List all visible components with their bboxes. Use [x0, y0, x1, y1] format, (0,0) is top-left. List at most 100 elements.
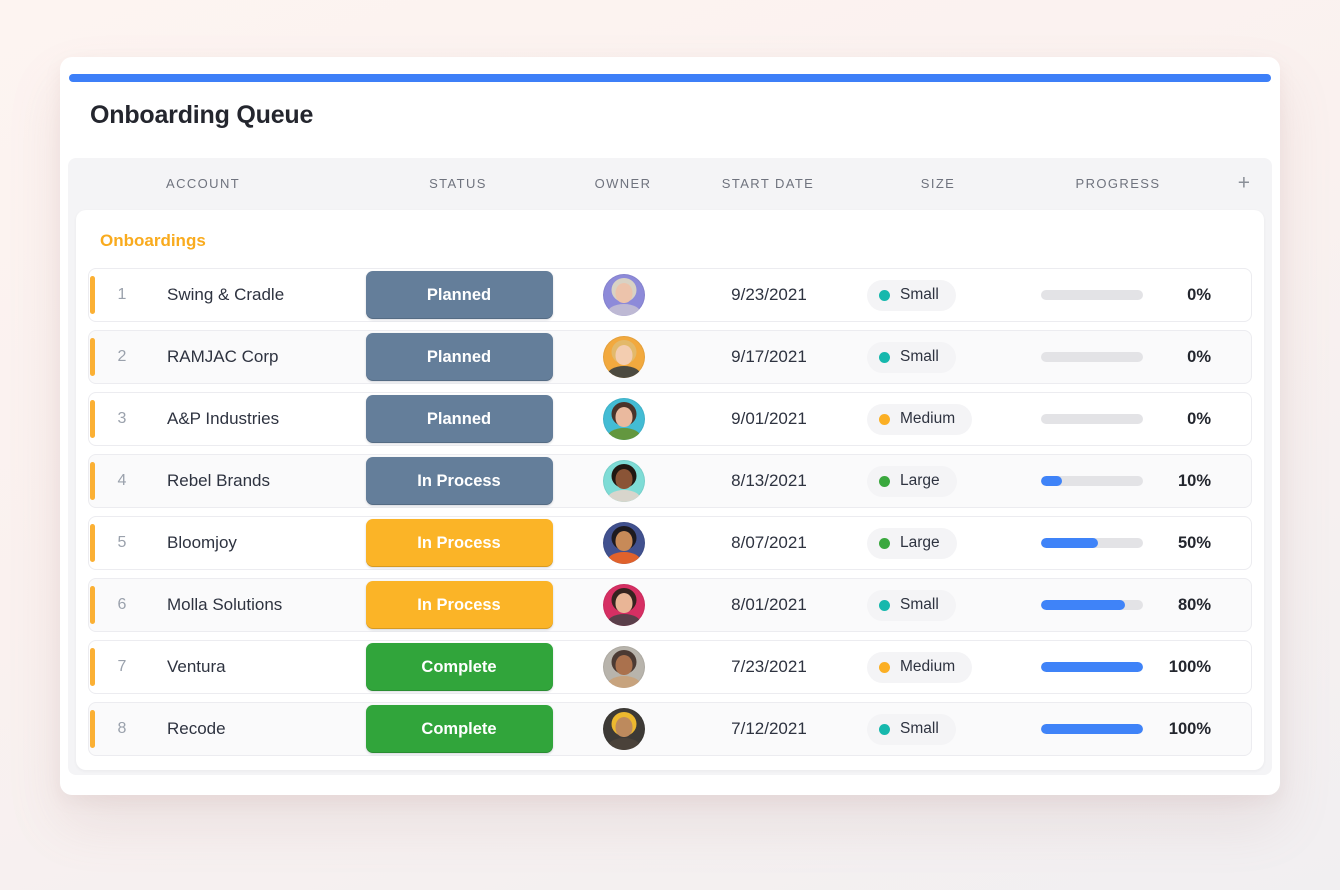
owner-avatar[interactable]	[603, 708, 645, 750]
avatar-face	[615, 283, 633, 303]
progress-percent: 100%	[1168, 657, 1211, 676]
column-header-start-date[interactable]: START DATE	[721, 175, 815, 191]
progress-percent: 100%	[1168, 719, 1211, 738]
progress-fill	[1041, 476, 1063, 486]
size-label: Small	[900, 596, 939, 613]
status-badge[interactable]: Planned	[365, 395, 553, 443]
start-date[interactable]: 9/17/2021	[731, 347, 807, 366]
table-row[interactable]: 7 Ventura Complete 7/23/2021 Medium 100%	[88, 640, 1252, 694]
row-accent-bar	[90, 710, 95, 748]
size-dot-icon	[879, 351, 890, 363]
page-title: Onboarding Queue	[90, 101, 314, 129]
avatar-face	[615, 655, 633, 675]
account-name: RAMJAC Corp	[167, 347, 279, 366]
status-badge[interactable]: In Process	[365, 519, 553, 567]
progress-bar	[1041, 538, 1143, 548]
status-badge[interactable]: Planned	[365, 333, 553, 381]
owner-avatar[interactable]	[603, 336, 645, 378]
account-name: A&P Industries	[167, 409, 280, 428]
status-badge[interactable]: In Process	[365, 581, 553, 629]
column-header-size[interactable]: SIZE	[920, 175, 956, 191]
onboarding-queue-card: Onboarding Queue ACCOUNT STATUS OWNER ST…	[60, 57, 1280, 795]
size-label: Small	[900, 720, 939, 737]
status-badge[interactable]: Complete	[365, 705, 553, 753]
column-header-owner[interactable]: OWNER	[594, 175, 652, 191]
start-date[interactable]: 8/01/2021	[731, 595, 807, 614]
start-date[interactable]: 7/12/2021	[731, 719, 807, 738]
card-accent-bar	[69, 74, 1271, 82]
owner-avatar[interactable]	[603, 274, 645, 316]
size-label: Medium	[900, 410, 956, 427]
start-date[interactable]: 7/23/2021	[731, 657, 807, 676]
rows-container: 1 Swing & Cradle Planned 9/23/2021 Small…	[76, 252, 1264, 768]
avatar-shoulders	[607, 738, 641, 750]
table-row[interactable]: 2 RAMJAC Corp Planned 9/17/2021 Small 0%	[88, 330, 1252, 384]
progress-percent: 50%	[1177, 533, 1211, 552]
size-pill[interactable]: Medium	[867, 403, 973, 435]
column-header-progress[interactable]: PROGRESS	[1075, 175, 1161, 191]
column-header-status[interactable]: STATUS	[429, 175, 487, 191]
size-pill[interactable]: Large	[867, 465, 957, 497]
size-dot-icon	[879, 661, 890, 673]
progress-fill	[1041, 724, 1143, 734]
size-label: Large	[900, 472, 940, 489]
avatar-shoulders	[607, 428, 641, 440]
avatar-shoulders	[607, 366, 641, 378]
avatar-face	[615, 531, 633, 551]
size-pill[interactable]: Small	[867, 341, 956, 373]
table-row[interactable]: 4 Rebel Brands In Process 8/13/2021 Larg…	[88, 454, 1252, 508]
size-dot-icon	[879, 475, 890, 487]
progress-bar	[1041, 600, 1143, 610]
size-pill[interactable]: Small	[867, 589, 956, 621]
start-date[interactable]: 9/23/2021	[731, 285, 807, 304]
start-date[interactable]: 8/13/2021	[731, 471, 807, 490]
table-area: ACCOUNT STATUS OWNER START DATE SIZE PRO…	[68, 158, 1272, 775]
size-dot-icon	[879, 289, 890, 301]
size-dot-icon	[879, 537, 890, 549]
avatar-shoulders	[607, 304, 641, 316]
group-label[interactable]: Onboardings	[100, 231, 206, 250]
row-number: 5	[117, 534, 127, 551]
progress-bar	[1041, 352, 1143, 362]
start-date[interactable]: 8/07/2021	[731, 533, 807, 552]
size-pill[interactable]: Medium	[867, 651, 973, 683]
onboardings-group: Onboardings 1 Swing & Cradle Planned 9/2…	[76, 210, 1264, 770]
progress-percent: 0%	[1187, 347, 1211, 366]
owner-avatar[interactable]	[603, 522, 645, 564]
row-accent-bar	[90, 276, 95, 314]
table-row[interactable]: 1 Swing & Cradle Planned 9/23/2021 Small…	[88, 268, 1252, 322]
owner-avatar[interactable]	[603, 584, 645, 626]
size-pill[interactable]: Small	[867, 279, 956, 311]
table-row[interactable]: 8 Recode Complete 7/12/2021 Small 100%	[88, 702, 1252, 756]
owner-avatar[interactable]	[603, 398, 645, 440]
column-header-account[interactable]: ACCOUNT	[166, 175, 241, 191]
status-badge[interactable]: Complete	[365, 643, 553, 691]
account-name: Swing & Cradle	[167, 285, 285, 304]
size-pill[interactable]: Small	[867, 713, 956, 745]
row-number: 6	[117, 596, 127, 613]
account-name: Ventura	[167, 657, 226, 676]
size-label: Large	[900, 534, 940, 551]
start-date[interactable]: 9/01/2021	[731, 409, 807, 428]
status-badge[interactable]: Planned	[365, 271, 553, 319]
row-accent-bar	[90, 648, 95, 686]
table-row[interactable]: 3 A&P Industries Planned 9/01/2021 Mediu…	[88, 392, 1252, 446]
progress-bar	[1041, 662, 1143, 672]
avatar-face	[615, 407, 633, 427]
progress-bar	[1041, 724, 1143, 734]
size-pill[interactable]: Large	[867, 527, 957, 559]
avatar-face	[615, 345, 633, 365]
add-column-icon[interactable]: +	[1237, 171, 1250, 195]
table-row[interactable]: 5 Bloomjoy In Process 8/07/2021 Large 50…	[88, 516, 1252, 570]
row-number: 2	[117, 348, 127, 365]
progress-fill	[1041, 538, 1099, 548]
size-label: Small	[900, 286, 939, 303]
progress-bar	[1041, 476, 1143, 486]
progress-bar	[1041, 290, 1143, 300]
progress-bar	[1041, 414, 1143, 424]
status-badge[interactable]: In Process	[365, 457, 553, 505]
table-row[interactable]: 6 Molla Solutions In Process 8/01/2021 S…	[88, 578, 1252, 632]
owner-avatar[interactable]	[603, 460, 645, 502]
row-accent-bar	[90, 586, 95, 624]
owner-avatar[interactable]	[603, 646, 645, 688]
